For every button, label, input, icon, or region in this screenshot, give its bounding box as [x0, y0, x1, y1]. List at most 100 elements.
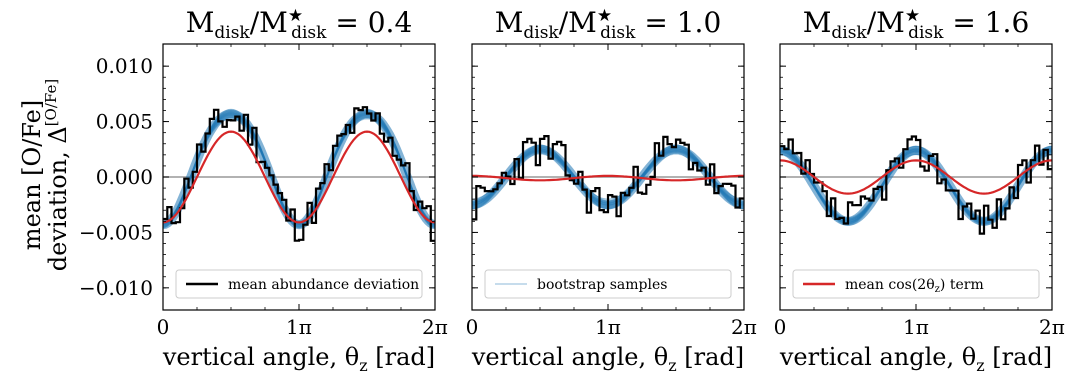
- title-m: M: [803, 6, 832, 39]
- abundance-deviation-step: [780, 135, 1052, 235]
- legend-box: [484, 269, 732, 299]
- y-tick-label: −0.010: [79, 276, 153, 300]
- cos-term-line: [472, 174, 744, 182]
- bootstrap-sample-line: [163, 109, 435, 225]
- title-sub2: disk: [600, 23, 636, 43]
- title-m: M: [495, 6, 524, 39]
- x-axis-label-unit: [rad]: [368, 343, 436, 371]
- legend: mean abundance deviation: [175, 269, 423, 299]
- x-tick-label: 1π: [286, 315, 312, 339]
- bootstrap-sample-line: [780, 151, 1052, 221]
- bootstrap-sample-line: [163, 112, 435, 224]
- bootstrap-sample-line: [163, 114, 435, 223]
- title-sup: ★: [597, 6, 612, 26]
- y-axis-label-line2: deviation, Δ[O/Fe]: [42, 79, 72, 271]
- cos-term-line: [163, 130, 435, 224]
- legend-label-sub: z: [935, 284, 940, 295]
- x-tick-label: 0: [466, 315, 479, 339]
- panel-title: Mdisk/M★ disk = 1.6: [803, 6, 1030, 43]
- legend-box: [175, 269, 423, 299]
- title-sub: disk: [831, 23, 867, 43]
- legend-label: mean abundance deviation: [228, 277, 419, 293]
- legend-box: [792, 269, 1040, 299]
- x-axis-label-unit: [rad]: [985, 343, 1053, 371]
- bootstrap-sample-line: [163, 109, 435, 228]
- bootstrap-sample-line: [163, 108, 435, 227]
- abundance-deviation-step: [163, 106, 435, 242]
- bootstrap-sample-line: [780, 145, 1052, 224]
- y-axis-label: mean [O/Fe] deviation, Δ[O/Fe]: [18, 79, 72, 271]
- bootstrap-sample-line: [163, 117, 435, 224]
- title-value: = 1.6: [943, 6, 1029, 39]
- bootstrap-sample-line: [163, 113, 435, 227]
- x-tick-label: 2π: [422, 315, 448, 339]
- title-sup: ★: [288, 6, 303, 26]
- x-tick-label: 0: [157, 315, 170, 339]
- bootstrap-band: [163, 109, 435, 230]
- bootstrap-sample-line: [780, 147, 1052, 223]
- y-tick-label: 0.000: [96, 165, 153, 189]
- panel-title: Mdisk/M★ disk = 0.4: [186, 6, 413, 43]
- legend-label-pre: mean cos(2θ: [845, 277, 935, 293]
- bootstrap-sample-line: [163, 114, 435, 225]
- bootstrap-sample-line: [163, 116, 435, 226]
- panel-title: Mdisk/M★ disk = 1.0: [495, 6, 722, 43]
- y-axis-label-line2-main: deviation, Δ: [44, 126, 72, 271]
- x-tick-label: 2π: [1039, 315, 1065, 339]
- plot-area-2: [472, 135, 744, 221]
- bootstrap-sample-line: [163, 111, 435, 226]
- title-m: M: [186, 6, 215, 39]
- x-tick-label: 0: [774, 315, 787, 339]
- bootstrap-sample-line: [163, 113, 435, 224]
- x-axis-label: vertical angle, θz [rad]: [779, 343, 1052, 375]
- title-value: = 0.4: [326, 6, 412, 39]
- title-mid: /M: [867, 6, 905, 39]
- title-sub2: disk: [908, 23, 944, 43]
- bootstrap-sample-line: [780, 145, 1052, 223]
- x-tick-label: 1π: [903, 315, 929, 339]
- x-tick-label: 2π: [731, 315, 757, 339]
- bootstrap-sample-line: [163, 114, 435, 227]
- x-axis-label: vertical angle, θz [rad]: [471, 343, 744, 375]
- y-axis-label-sup: [O/Fe]: [42, 79, 60, 127]
- bootstrap-sample-line: [163, 111, 435, 224]
- title-sup: ★: [905, 6, 920, 26]
- bootstrap-sample-line: [163, 113, 435, 222]
- plot-area-1: [163, 106, 435, 242]
- legend-label: bootstrap samples: [537, 277, 667, 293]
- x-axis-label-sub: z: [359, 356, 367, 375]
- bootstrap-sample-line: [780, 147, 1052, 222]
- y-tick-label: −0.005: [79, 220, 153, 244]
- bootstrap-sample-line: [780, 151, 1052, 221]
- x-axis-label-main: vertical angle, θ: [471, 343, 668, 371]
- title-value: = 1.0: [635, 6, 721, 39]
- title-mid: /M: [559, 6, 597, 39]
- bootstrap-sample-line: [163, 116, 435, 224]
- y-tick-label: 0.010: [96, 54, 153, 78]
- legend: mean cos(2θz) term: [792, 269, 1040, 299]
- title-mid: /M: [250, 6, 288, 39]
- y-tick-label: 0.005: [96, 110, 153, 134]
- bootstrap-sample-line: [163, 115, 435, 223]
- x-axis-label-sub: z: [976, 356, 984, 375]
- title-sub2: disk: [291, 23, 327, 43]
- x-axis-label-main: vertical angle, θ: [779, 343, 976, 371]
- x-axis-label-main: vertical angle, θ: [162, 343, 359, 371]
- title-sub: disk: [523, 23, 559, 43]
- bootstrap-band: [780, 145, 1052, 226]
- legend-label: mean cos(2θz) term: [845, 277, 984, 295]
- y-axis-label-line1: mean [O/Fe]: [18, 100, 46, 250]
- x-tick-label: 1π: [595, 315, 621, 339]
- title-sub: disk: [214, 23, 250, 43]
- bootstrap-sample-line: [163, 112, 435, 226]
- bootstrap-sample-line: [163, 110, 435, 228]
- legend: bootstrap samples: [484, 269, 732, 299]
- cos-term-line: [780, 159, 1052, 195]
- abundance-deviation-step: [472, 135, 744, 221]
- x-axis-label: vertical angle, θz [rad]: [162, 343, 435, 375]
